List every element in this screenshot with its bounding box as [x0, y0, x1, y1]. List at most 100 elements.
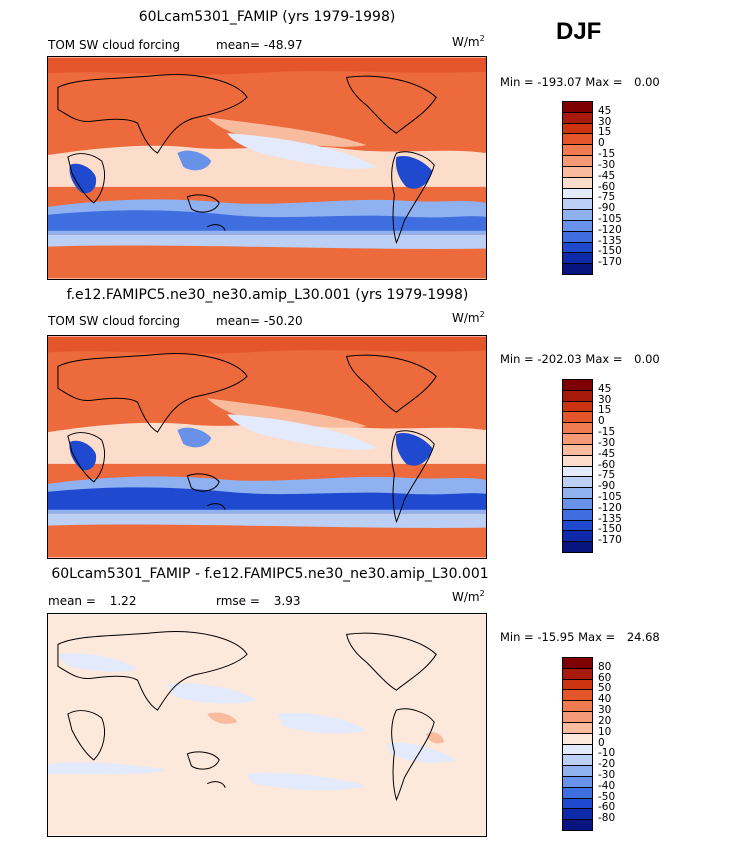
panel-1-subpolar-band [48, 234, 486, 253]
panel-1-min-value: -193.07 [537, 75, 582, 89]
panel-1-maritime-feature [177, 150, 212, 171]
colorbar-tick-label: 30 [598, 393, 612, 406]
colorbar-tick-label: -135 [598, 234, 622, 247]
colorbar-tick-label: 15 [598, 404, 612, 417]
colorbar-tick-label: 10 [598, 725, 612, 738]
panel-1-antarctic-band [48, 245, 486, 279]
panel-3-rmse-value: 3.93 [273, 594, 301, 608]
panel-3-map [47, 613, 487, 837]
panel-1-southern-band-dark [48, 210, 486, 231]
colorbar-tick-label: -170 [598, 534, 622, 547]
colorbar-tick-label: -90 [598, 480, 616, 493]
panel-3-mean-value: 1.22 [109, 594, 137, 608]
colorbar-tick-label: 0 [598, 415, 605, 428]
panel-1-units-base: W/m [452, 35, 480, 49]
panel-3-min-value: -15.95 [537, 630, 575, 644]
colorbar-tick-label: -75 [598, 469, 616, 482]
panel-1-arctic-band [48, 57, 486, 75]
colorbar-tick-label: 20 [598, 714, 612, 727]
panel-2-variable-label: TOM SW cloud forcing [48, 314, 180, 328]
panel-1-units: W/m2 [452, 34, 485, 49]
panel-2-units: W/m2 [452, 310, 485, 325]
colorbar-tick-label: -135 [598, 512, 622, 525]
colorbar-tick-label: -30 [598, 768, 616, 781]
panel-2-southern-band-dark [48, 487, 486, 510]
panel-1-samerica-feature [395, 156, 433, 189]
panel-3-blue-patch-e [247, 772, 367, 791]
colorbar-tick-label: 15 [598, 126, 612, 139]
panel-3-colorbar: 80 60 50 40 30 20 10 0 -10 -20 -30 -40 -50 -60 -80 [562, 657, 682, 831]
panel-3-blue-patch-d [48, 762, 168, 775]
colorbar-tick-label: -60 [598, 180, 616, 193]
panel-3-mean-label: mean = [48, 594, 96, 608]
colorbar-tick-label: -50 [598, 790, 616, 803]
panel-3-units-base: W/m [452, 590, 480, 604]
panel-1-mean-label: mean= [216, 38, 261, 52]
panel-2-min-value: -202.03 [537, 352, 582, 366]
panel-2-itcz-band [207, 398, 367, 428]
colorbar-tick-label: -15 [598, 148, 616, 161]
colorbar-tick-label: -30 [598, 158, 616, 171]
panel-1-minmax: Min = -193.07 Max = 0.00 [500, 75, 660, 89]
panel-1-map [47, 56, 487, 280]
colorbar-tick-label: -10 [598, 747, 616, 760]
panel-2-max-label: Max = [585, 352, 623, 366]
colorbar-tick-label: -15 [598, 426, 616, 439]
colorbar-tick-label: 30 [598, 115, 612, 128]
panel-1-mean-value: -48.97 [263, 38, 303, 52]
panel-2-tropics-band [48, 422, 486, 464]
colorbar-tick-label: -20 [598, 758, 616, 771]
panel-3-min-label: Min = [500, 630, 534, 644]
panel-1-max-label: Max = [585, 75, 623, 89]
colorbar-tick-label: -150 [598, 523, 622, 536]
panel-2-mean-label: mean= [216, 314, 261, 328]
panel-2-map-svg [48, 336, 486, 558]
panel-3-orange-patch-a [207, 712, 238, 724]
colorbar-tick-label: -90 [598, 202, 616, 215]
colorbar-tick-label: 45 [598, 382, 612, 395]
panel-3-blue-patch-a [57, 653, 138, 672]
colorbar-tick-label: -40 [598, 779, 616, 792]
colorbar-tick-label: 40 [598, 693, 612, 706]
panel-1-colorbar: 45 30 15 0 -15 -30 -45 -60 -75 -90 -105 -120 -135 -15… [562, 101, 682, 275]
colorbar-tick-label: -150 [598, 245, 622, 258]
panel-1-min-label: Min = [500, 75, 534, 89]
panel-2-pacific-stratus [227, 414, 377, 450]
panel-2-title: f.e12.FAMIPC5.ne30_ne30.amip_L30.001 (yr… [66, 287, 469, 303]
colorbar-tick-label: -170 [598, 256, 622, 269]
panel-3-base-fill [48, 614, 486, 836]
panel-2-coastlines [57, 353, 437, 524]
panel-1-tropics-band [48, 145, 486, 187]
panel-1-map-svg [48, 57, 486, 279]
colorbar-tick-label: -120 [598, 223, 622, 236]
panel-2-antarctic-band [48, 524, 486, 558]
panel-2-mean-value: -50.20 [263, 314, 303, 328]
panel-3-units-exp: 2 [479, 589, 485, 598]
colorbar-swatch [562, 819, 593, 831]
panel-1-coastlines [57, 74, 437, 245]
colorbar-tick-label: -60 [598, 458, 616, 471]
panel-1-units-exp: 2 [479, 34, 485, 43]
panel-2-mean: mean= -50.20 [216, 314, 303, 328]
colorbar-tick-label: -45 [598, 447, 616, 460]
colorbar-tick-label: 80 [598, 660, 612, 673]
panel-3-map-svg [48, 614, 486, 836]
panel-1-variable-label: TOM SW cloud forcing [48, 38, 180, 52]
colorbar-tick-label: -120 [598, 501, 622, 514]
panel-2-arctic-band [48, 336, 486, 354]
panel-2-subpolar-band [48, 513, 486, 532]
panel-3-rmse-label: rmse = [216, 594, 260, 608]
colorbar-swatch [562, 541, 593, 553]
panel-2-units-base: W/m [452, 311, 480, 325]
season-label: DJF [556, 18, 602, 45]
panel-3-minmax: Min = -15.95 Max = 24.68 [500, 630, 660, 644]
panel-3-blue-patch-b [167, 683, 258, 704]
panel-3-blue-patch-c [276, 713, 367, 734]
panel-1-max-value: 0.00 [634, 75, 660, 89]
panel-3-mean: mean = 1.22 [48, 594, 136, 608]
colorbar-tick-label: 0 [598, 137, 605, 150]
panel-3-coastlines [57, 631, 437, 802]
panel-1-africa-feature [69, 163, 97, 194]
colorbar-tick-label: -80 [598, 812, 616, 825]
colorbar-tick-label: -105 [598, 490, 622, 503]
